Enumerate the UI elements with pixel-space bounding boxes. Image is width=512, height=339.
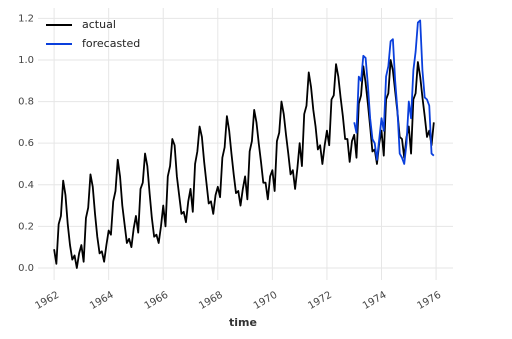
y-tick-label: 0.0 <box>18 263 34 274</box>
y-tick-label: 1.0 <box>18 55 34 66</box>
series-line <box>353 19 435 165</box>
y-tick-label: 0.2 <box>18 221 34 232</box>
legend-label: actual <box>82 18 116 31</box>
series-line <box>53 59 435 269</box>
x-tick-label: 1974 <box>361 290 389 312</box>
x-axis-title: time <box>229 316 257 329</box>
y-tick-label: 0.6 <box>18 138 34 149</box>
x-tick-label: 1972 <box>306 290 334 312</box>
y-tick-label: 0.4 <box>18 180 34 191</box>
x-tick-label: 1968 <box>197 290 225 312</box>
x-tick-label: 1964 <box>88 290 116 312</box>
legend-label: forecasted <box>82 37 140 50</box>
x-tick-label: 1962 <box>34 290 62 312</box>
x-tick-label: 1976 <box>416 290 444 312</box>
x-tick-label: 1970 <box>252 290 280 312</box>
x-tick-label: 1966 <box>143 290 171 312</box>
y-tick-label: 1.2 <box>18 13 34 24</box>
y-tick-label: 0.8 <box>18 97 34 108</box>
